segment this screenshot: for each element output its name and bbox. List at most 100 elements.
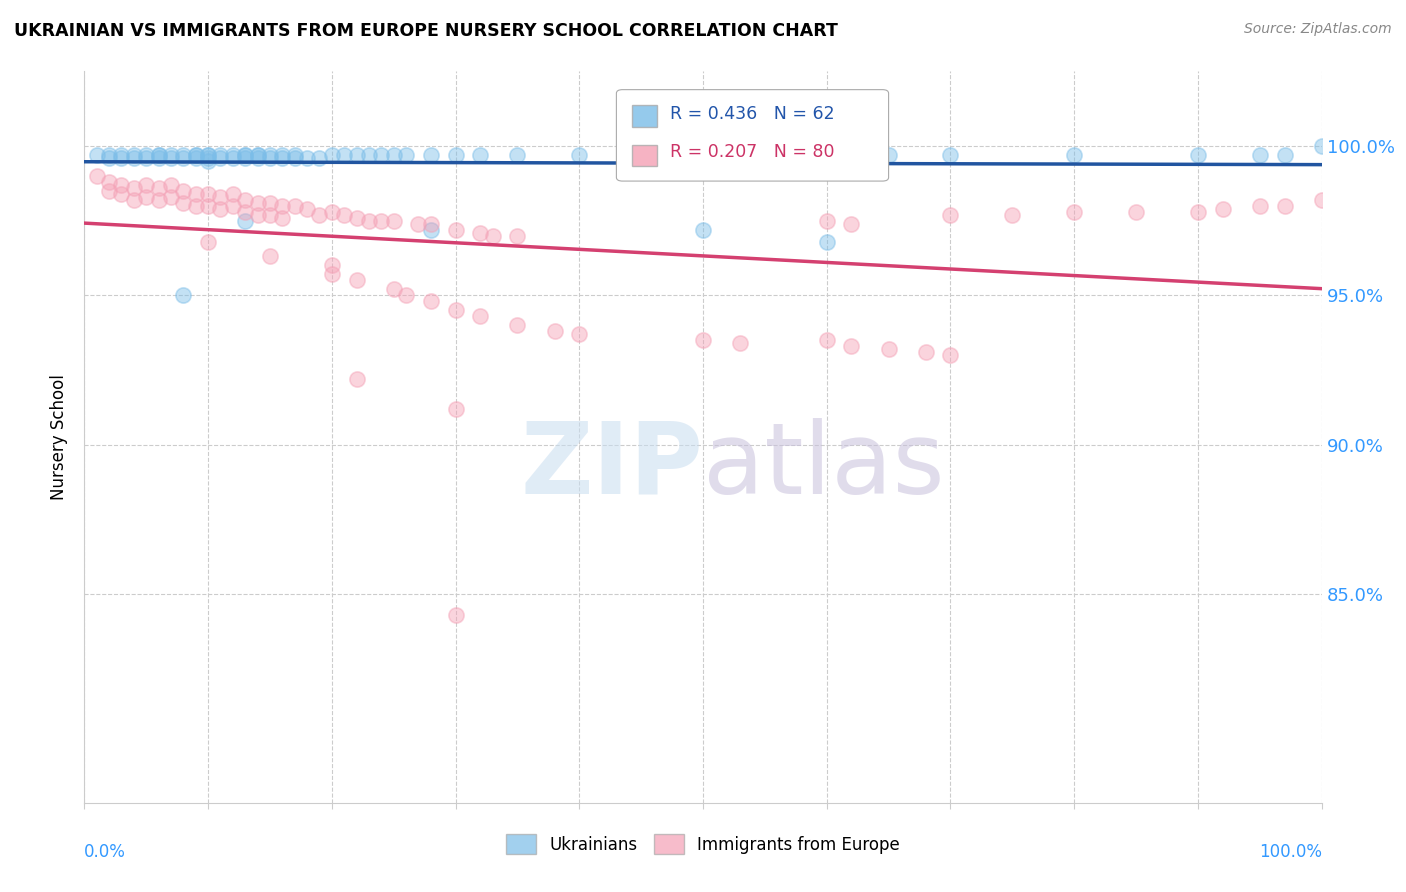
Point: [197, 199, 219, 213]
Point: [172, 195, 194, 210]
Point: [470, 226, 492, 240]
Point: [841, 217, 863, 231]
Point: [877, 342, 900, 356]
Point: [1187, 204, 1209, 219]
Point: [1187, 148, 1209, 162]
Point: [233, 213, 256, 227]
Point: [86, 148, 108, 162]
Point: [271, 199, 294, 213]
Point: [160, 178, 183, 192]
Point: [692, 222, 714, 236]
Point: [506, 318, 529, 332]
Point: [209, 151, 232, 165]
Text: R = 0.436   N = 62: R = 0.436 N = 62: [669, 104, 834, 123]
Point: [160, 151, 183, 165]
Point: [419, 217, 441, 231]
Point: [197, 235, 219, 249]
Point: [233, 148, 256, 162]
Point: [172, 148, 194, 162]
Point: [470, 148, 492, 162]
Point: [98, 151, 121, 165]
Point: [444, 222, 467, 236]
Point: [357, 213, 380, 227]
Point: [914, 345, 936, 359]
Point: [1063, 204, 1085, 219]
Point: [1274, 199, 1296, 213]
Point: [815, 333, 838, 347]
Point: [259, 151, 281, 165]
Point: [939, 148, 962, 162]
Point: [370, 213, 392, 227]
Point: [184, 148, 207, 162]
Point: [222, 148, 245, 162]
Point: [222, 199, 245, 213]
Text: Source: ZipAtlas.com: Source: ZipAtlas.com: [1244, 22, 1392, 37]
Point: [122, 148, 145, 162]
Point: [877, 148, 900, 162]
Text: R = 0.207   N = 80: R = 0.207 N = 80: [669, 143, 834, 161]
Point: [444, 148, 467, 162]
Point: [135, 148, 157, 162]
Point: [246, 151, 269, 165]
Point: [110, 151, 132, 165]
Point: [259, 148, 281, 162]
Point: [197, 148, 219, 162]
Point: [692, 333, 714, 347]
FancyBboxPatch shape: [633, 145, 657, 167]
Point: [815, 148, 838, 162]
Point: [1249, 148, 1271, 162]
Point: [246, 148, 269, 162]
Point: [233, 148, 256, 162]
Point: [382, 282, 405, 296]
Point: [841, 339, 863, 353]
Point: [346, 273, 368, 287]
Point: [284, 148, 307, 162]
Point: [1001, 208, 1024, 222]
Point: [184, 151, 207, 165]
Legend: Ukrainians, Immigrants from Europe: Ukrainians, Immigrants from Europe: [499, 828, 907, 860]
Point: [110, 148, 132, 162]
Point: [197, 186, 219, 201]
Point: [419, 294, 441, 309]
Point: [209, 202, 232, 216]
Point: [284, 199, 307, 213]
Point: [295, 202, 318, 216]
Point: [233, 193, 256, 207]
Point: [395, 288, 418, 302]
Point: [419, 222, 441, 236]
Point: [308, 208, 330, 222]
Point: [233, 151, 256, 165]
Point: [568, 148, 591, 162]
Point: [86, 169, 108, 183]
Point: [98, 184, 121, 198]
Point: [419, 148, 441, 162]
Point: [135, 151, 157, 165]
Point: [1063, 148, 1085, 162]
Point: [98, 148, 121, 162]
Point: [444, 303, 467, 318]
Point: [370, 148, 392, 162]
Point: [346, 211, 368, 225]
Point: [271, 151, 294, 165]
Point: [728, 336, 751, 351]
Point: [110, 178, 132, 192]
Point: [1249, 199, 1271, 213]
Point: [271, 148, 294, 162]
Point: [122, 193, 145, 207]
Point: [568, 327, 591, 342]
Point: [321, 204, 343, 219]
FancyBboxPatch shape: [616, 90, 889, 181]
Point: [939, 208, 962, 222]
Point: [333, 208, 356, 222]
Point: [160, 190, 183, 204]
Y-axis label: Nursery School: Nursery School: [51, 374, 69, 500]
Point: [122, 181, 145, 195]
Point: [184, 186, 207, 201]
Point: [148, 151, 170, 165]
Point: [271, 211, 294, 225]
Point: [197, 148, 219, 162]
Point: [1310, 139, 1333, 153]
Point: [382, 148, 405, 162]
Point: [506, 228, 529, 243]
Text: atlas: atlas: [703, 417, 945, 515]
